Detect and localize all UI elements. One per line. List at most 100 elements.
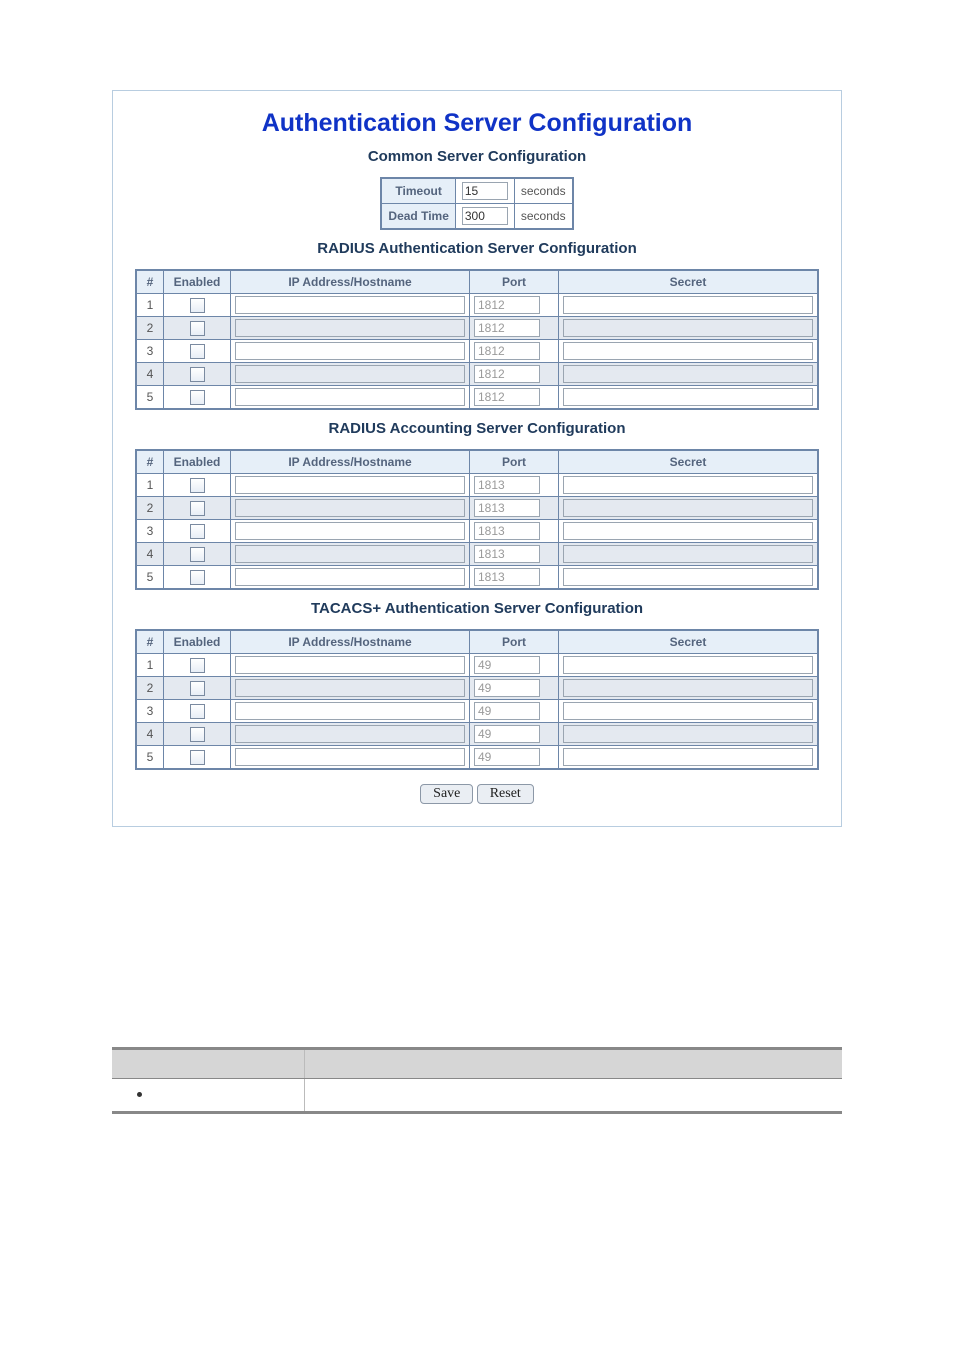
enabled-checkbox[interactable] bbox=[190, 390, 205, 405]
save-button[interactable]: Save bbox=[420, 784, 473, 804]
table-row: 4 bbox=[136, 363, 818, 386]
host-cell bbox=[231, 746, 470, 770]
host-cell bbox=[231, 317, 470, 340]
column-header-num: # bbox=[136, 630, 164, 654]
table-row: 5 bbox=[136, 386, 818, 410]
secret-input[interactable] bbox=[563, 568, 813, 586]
port-input[interactable] bbox=[474, 319, 540, 337]
secret-cell bbox=[559, 566, 819, 590]
port-input[interactable] bbox=[474, 656, 540, 674]
enabled-checkbox[interactable] bbox=[190, 727, 205, 742]
port-input[interactable] bbox=[474, 296, 540, 314]
enabled-cell bbox=[164, 566, 231, 590]
port-input[interactable] bbox=[474, 568, 540, 586]
row-index: 3 bbox=[136, 700, 164, 723]
timeout-input[interactable] bbox=[462, 182, 508, 200]
secret-input[interactable] bbox=[563, 342, 813, 360]
port-input[interactable] bbox=[474, 679, 540, 697]
enabled-checkbox[interactable] bbox=[190, 367, 205, 382]
enabled-checkbox[interactable] bbox=[190, 321, 205, 336]
port-input[interactable] bbox=[474, 725, 540, 743]
secret-input[interactable] bbox=[563, 319, 813, 337]
port-input[interactable] bbox=[474, 388, 540, 406]
enabled-checkbox[interactable] bbox=[190, 478, 205, 493]
row-index: 1 bbox=[136, 294, 164, 317]
port-input[interactable] bbox=[474, 748, 540, 766]
port-cell bbox=[470, 543, 559, 566]
port-input[interactable] bbox=[474, 522, 540, 540]
host-input[interactable] bbox=[235, 522, 465, 540]
secret-cell bbox=[559, 746, 819, 770]
port-input[interactable] bbox=[474, 499, 540, 517]
host-input[interactable] bbox=[235, 319, 465, 337]
enabled-checkbox[interactable] bbox=[190, 524, 205, 539]
host-cell bbox=[231, 294, 470, 317]
deadtime-unit: seconds bbox=[514, 204, 572, 230]
timeout-label: Timeout bbox=[381, 178, 455, 204]
secret-input[interactable] bbox=[563, 388, 813, 406]
secret-cell bbox=[559, 654, 819, 677]
enabled-checkbox[interactable] bbox=[190, 750, 205, 765]
port-input[interactable] bbox=[474, 342, 540, 360]
enabled-cell bbox=[164, 723, 231, 746]
port-input[interactable] bbox=[474, 476, 540, 494]
enabled-checkbox[interactable] bbox=[190, 501, 205, 516]
secret-input[interactable] bbox=[563, 679, 813, 697]
enabled-checkbox[interactable] bbox=[190, 681, 205, 696]
host-cell bbox=[231, 543, 470, 566]
footer-head-right bbox=[305, 1049, 843, 1079]
secret-input[interactable] bbox=[563, 545, 813, 563]
deadtime-input[interactable] bbox=[462, 207, 508, 225]
timeout-unit: seconds bbox=[514, 178, 572, 204]
host-input[interactable] bbox=[235, 725, 465, 743]
secret-cell bbox=[559, 340, 819, 363]
reset-button[interactable]: Reset bbox=[477, 784, 534, 804]
enabled-checkbox[interactable] bbox=[190, 344, 205, 359]
host-input[interactable] bbox=[235, 342, 465, 360]
host-input[interactable] bbox=[235, 296, 465, 314]
column-header-secret: Secret bbox=[559, 270, 819, 294]
enabled-cell bbox=[164, 363, 231, 386]
enabled-checkbox[interactable] bbox=[190, 570, 205, 585]
secret-input[interactable] bbox=[563, 702, 813, 720]
host-input[interactable] bbox=[235, 388, 465, 406]
config-panel: Authentication Server Configuration Comm… bbox=[112, 90, 842, 827]
host-input[interactable] bbox=[235, 365, 465, 383]
host-input[interactable] bbox=[235, 748, 465, 766]
port-input[interactable] bbox=[474, 545, 540, 563]
enabled-checkbox[interactable] bbox=[190, 298, 205, 313]
host-input[interactable] bbox=[235, 702, 465, 720]
secret-input[interactable] bbox=[563, 522, 813, 540]
port-input[interactable] bbox=[474, 365, 540, 383]
server-table: #EnabledIP Address/HostnamePortSecret123… bbox=[135, 449, 819, 590]
host-input[interactable] bbox=[235, 545, 465, 563]
host-input[interactable] bbox=[235, 656, 465, 674]
secret-input[interactable] bbox=[563, 296, 813, 314]
section-heading: RADIUS Authentication Server Configurati… bbox=[125, 240, 829, 257]
row-index: 4 bbox=[136, 363, 164, 386]
host-input[interactable] bbox=[235, 568, 465, 586]
table-row: 2 bbox=[136, 317, 818, 340]
host-cell bbox=[231, 497, 470, 520]
secret-input[interactable] bbox=[563, 365, 813, 383]
column-header-enabled: Enabled bbox=[164, 630, 231, 654]
table-row: 2 bbox=[136, 497, 818, 520]
secret-input[interactable] bbox=[563, 656, 813, 674]
secret-input[interactable] bbox=[563, 748, 813, 766]
section-heading: TACACS+ Authentication Server Configurat… bbox=[125, 600, 829, 617]
port-cell bbox=[470, 654, 559, 677]
secret-input[interactable] bbox=[563, 725, 813, 743]
port-input[interactable] bbox=[474, 702, 540, 720]
host-input[interactable] bbox=[235, 499, 465, 517]
host-input[interactable] bbox=[235, 476, 465, 494]
page-title: Authentication Server Configuration bbox=[125, 109, 829, 138]
enabled-checkbox[interactable] bbox=[190, 547, 205, 562]
secret-input[interactable] bbox=[563, 499, 813, 517]
enabled-checkbox[interactable] bbox=[190, 704, 205, 719]
port-cell bbox=[470, 474, 559, 497]
footer-cell-right bbox=[305, 1079, 843, 1113]
secret-input[interactable] bbox=[563, 476, 813, 494]
secret-cell bbox=[559, 363, 819, 386]
host-input[interactable] bbox=[235, 679, 465, 697]
enabled-checkbox[interactable] bbox=[190, 658, 205, 673]
